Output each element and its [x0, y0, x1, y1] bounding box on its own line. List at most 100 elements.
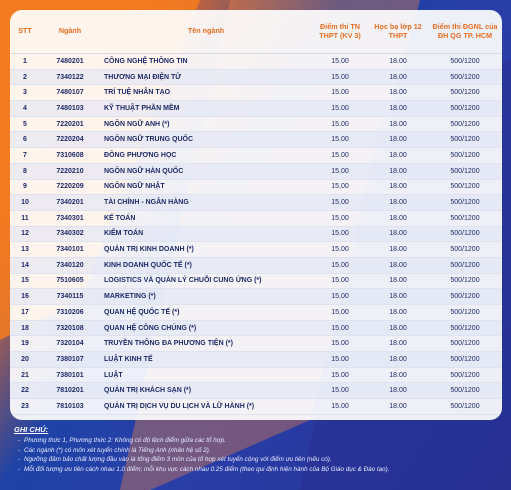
- cell-thpt-score: 15.00: [312, 131, 368, 149]
- col-header-stt: STT: [10, 10, 40, 54]
- cell-code: 7340120: [40, 257, 100, 274]
- cell-hocba-score: 18.00: [368, 69, 428, 86]
- cell-thpt-score: 15.00: [312, 351, 368, 368]
- cell-stt: 7: [10, 147, 40, 164]
- cell-dgnl-score: 500/1200: [428, 210, 502, 227]
- cell-stt: 16: [10, 288, 40, 305]
- table-row: 3 7480107 TRÍ TUỆ NHÂN TẠO 15.00 18.00 500/12…: [10, 84, 502, 102]
- cell-thpt-score: 15.00: [312, 69, 368, 86]
- table-row: 22 7810201 QUẢN TRỊ KHÁCH SẠN (*) 15.00 18.0…: [10, 382, 502, 400]
- cell-name: QUAN HỆ QUỐC TẾ (*): [100, 304, 312, 321]
- cell-stt: 21: [10, 367, 40, 384]
- table-row: 21 7380101 LUẬT 15.00 18.00 500/1200: [10, 367, 502, 384]
- cell-dgnl-score: 500/1200: [428, 100, 502, 117]
- cell-dgnl-score: 500/1200: [428, 257, 502, 274]
- notes-section: GHI CHÚ: Phương thức 1, Phương thức 2: K…: [14, 425, 504, 474]
- cell-dgnl-score: 500/1200: [428, 273, 502, 290]
- cell-code: 7310206: [40, 304, 100, 321]
- cell-stt: 12: [10, 226, 40, 243]
- cell-code: 7480107: [40, 84, 100, 102]
- cell-hocba-score: 18.00: [368, 210, 428, 227]
- cell-thpt-score: 15.00: [312, 304, 368, 321]
- cell-dgnl-score: 500/1200: [428, 147, 502, 164]
- table-row: 7 7310608 ĐÔNG PHƯƠNG HỌC 15.00 18.00 500/120…: [10, 147, 502, 164]
- cell-hocba-score: 18.00: [368, 53, 428, 70]
- cell-stt: 1: [10, 53, 40, 70]
- cell-stt: 5: [10, 116, 40, 133]
- cell-name: KỸ THUẬT PHẦN MỀM: [100, 100, 312, 117]
- cell-thpt-score: 15.00: [312, 335, 368, 353]
- cell-thpt-score: 15.00: [312, 100, 368, 117]
- cell-name: NGÔN NGỮ NHẬT: [100, 179, 312, 196]
- cell-code: 7480201: [40, 53, 100, 70]
- cell-thpt-score: 15.00: [312, 163, 368, 180]
- table-row: 4 7480103 KỸ THUẬT PHẦN MỀM 15.00 18.00 500/1…: [10, 100, 502, 117]
- table-row: 20 7380107 LUẬT KINH TẾ 15.00 18.00 500/1200: [10, 351, 502, 368]
- notes-title: GHI CHÚ:: [14, 425, 49, 434]
- cell-dgnl-score: 500/1200: [428, 320, 502, 337]
- note-item: Các ngành (*) có môn xét tuyển chính là …: [18, 446, 504, 456]
- cell-thpt-score: 15.00: [312, 53, 368, 70]
- cell-stt: 13: [10, 241, 40, 258]
- cell-thpt-score: 15.00: [312, 257, 368, 274]
- cell-code: 7220201: [40, 116, 100, 133]
- cell-code: 7310608: [40, 147, 100, 164]
- cell-name: KIỂM TOÁN: [100, 226, 312, 243]
- cell-hocba-score: 18.00: [368, 116, 428, 133]
- table-row: 14 7340120 KINH DOANH QUỐC TẾ (*) 15.00 18.0…: [10, 257, 502, 274]
- cell-dgnl-score: 500/1200: [428, 398, 502, 415]
- cell-thpt-score: 15.00: [312, 241, 368, 258]
- cell-code: 7380107: [40, 351, 100, 368]
- note-item: Phương thức 1, Phương thức 2: Không có đ…: [18, 436, 504, 446]
- table-row: 13 7340101 QUẢN TRỊ KINH DOANH (*) 15.00 18.…: [10, 241, 502, 258]
- cell-code: 7320108: [40, 320, 100, 337]
- cell-name: NGÔN NGỮ TRUNG QUỐC: [100, 131, 312, 149]
- cell-dgnl-score: 500/1200: [428, 69, 502, 86]
- cell-code: 7220210: [40, 163, 100, 180]
- cell-name: QUẢN TRỊ KHÁCH SẠN (*): [100, 382, 312, 400]
- cell-code: 7810103: [40, 398, 100, 415]
- table-header-row: STT Ngành Tên ngành Điểm thi TN THPT (KV…: [10, 10, 502, 54]
- cell-thpt-score: 15.00: [312, 179, 368, 196]
- cell-hocba-score: 18.00: [368, 304, 428, 321]
- cell-thpt-score: 15.00: [312, 194, 368, 211]
- table-row: 12 7340302 KIỂM TOÁN 15.00 18.00 500/1200: [10, 226, 502, 243]
- cell-name: THƯƠNG MẠI ĐIỆN TỬ: [100, 69, 312, 86]
- table-row: 19 7320104 TRUYỀN THÔNG ĐA PHƯƠNG TIỆN (*)…: [10, 335, 502, 353]
- cell-name: NGÔN NGỮ HÀN QUỐC: [100, 163, 312, 180]
- cell-hocba-score: 18.00: [368, 163, 428, 180]
- table-row: 11 7340301 KẾ TOÁN 15.00 18.00 500/1200: [10, 210, 502, 227]
- cell-stt: 22: [10, 382, 40, 400]
- cell-dgnl-score: 500/1200: [428, 131, 502, 149]
- cell-dgnl-score: 500/1200: [428, 194, 502, 211]
- cell-name: LUẬT KINH TẾ: [100, 351, 312, 368]
- table-row: 23 7810103 QUẢN TRỊ DỊCH VỤ DU LỊCH VÀ LỮ …: [10, 398, 502, 415]
- cell-thpt-score: 15.00: [312, 398, 368, 415]
- cell-name: QUẢN TRỊ KINH DOANH (*): [100, 241, 312, 258]
- cell-stt: 20: [10, 351, 40, 368]
- cell-hocba-score: 18.00: [368, 351, 428, 368]
- cell-code: 7320104: [40, 335, 100, 353]
- cell-code: 7340301: [40, 210, 100, 227]
- cell-stt: 10: [10, 194, 40, 211]
- cell-dgnl-score: 500/1200: [428, 53, 502, 70]
- cell-stt: 18: [10, 320, 40, 337]
- table-row: 5 7220201 NGÔN NGỮ ANH (*) 15.00 18.00 500/12…: [10, 116, 502, 133]
- table-row: 2 7340122 THƯƠNG MẠI ĐIỆN TỬ 15.00 18.00 500/…: [10, 69, 502, 86]
- col-header-name: Tên ngành: [100, 10, 312, 54]
- cell-dgnl-score: 500/1200: [428, 367, 502, 384]
- table-row: 1 7480201 CÔNG NGHỆ THÔNG TIN 15.00 18.00 500…: [10, 53, 502, 70]
- table-row: 15 7510605 LOGISTICS VÀ QUẢN LÝ CHUỖI CUNG…: [10, 273, 502, 290]
- cell-stt: 11: [10, 210, 40, 227]
- cell-thpt-score: 15.00: [312, 147, 368, 164]
- cell-code: 7510605: [40, 273, 100, 290]
- cell-hocba-score: 18.00: [368, 398, 428, 415]
- table-row: 8 7220210 NGÔN NGỮ HÀN QUỐC 15.00 18.00 500/1…: [10, 163, 502, 180]
- cell-hocba-score: 18.00: [368, 194, 428, 211]
- cell-stt: 9: [10, 179, 40, 196]
- cell-name: TÀI CHÍNH - NGÂN HÀNG: [100, 194, 312, 211]
- cell-code: 7340115: [40, 288, 100, 305]
- cell-dgnl-score: 500/1200: [428, 304, 502, 321]
- cell-dgnl-score: 500/1200: [428, 351, 502, 368]
- cell-hocba-score: 18.00: [368, 84, 428, 102]
